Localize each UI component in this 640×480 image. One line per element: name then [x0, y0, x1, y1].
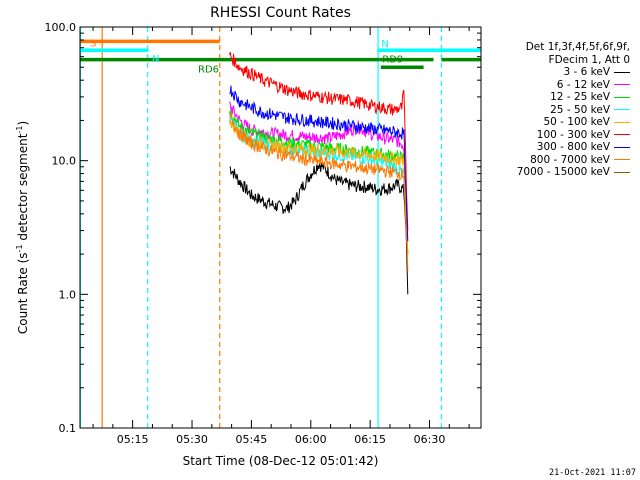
legend-item: 300 - 800 keV [470, 141, 630, 154]
legend-item-label: 3 - 6 keV [563, 66, 610, 78]
y-tick-label-4: 100.0 [45, 21, 77, 34]
legend-item-label: 300 - 800 keV [536, 141, 610, 153]
plot-frame [79, 26, 482, 429]
legend-item: 50 - 100 keV [470, 116, 630, 129]
y-axis-label-part: ) [16, 121, 30, 126]
legend: Det 1f,3f,4f,5f,6f,9f, FDecim 1, Att 0 3… [470, 41, 630, 179]
chart-title: RHESSI Count Rates [210, 5, 351, 21]
legend-item: 100 - 300 keV [470, 129, 630, 142]
legend-item-swatch [614, 134, 630, 136]
series-line-2 [229, 101, 409, 255]
legend-item-label: 50 - 100 keV [543, 116, 610, 128]
y-axis-label-part: detector segment [16, 133, 30, 244]
y-tick-label-2: 1.0 [59, 288, 77, 301]
legend-item-label: 6 - 12 keV [556, 78, 610, 91]
x-tick-label-1: 05:15 [117, 433, 149, 446]
legend-title-line-2: FDecim 1, Att 0 [548, 53, 630, 66]
legend-item: 3 - 6 keV [470, 66, 630, 79]
annotation-label-4: RD6 [198, 65, 219, 76]
legend-item-swatch [614, 146, 630, 148]
x-tick-label-5: 06:15 [354, 433, 386, 446]
x-tick-label-3: 05:45 [236, 433, 268, 446]
legend-item-swatch [614, 71, 630, 73]
footer-date: 21-Oct-2021 11:07 [549, 468, 636, 478]
legend-item-label: 12 - 25 keV [550, 91, 610, 103]
legend-item-swatch [614, 96, 630, 98]
legend-item: 6 - 12 keV [470, 79, 630, 92]
x-axis-label: Start Time (08-Dec-12 05:01:42) [183, 454, 379, 468]
annotation-label-2: N [152, 54, 159, 65]
legend-item: 25 - 50 keV [470, 104, 630, 117]
legend-item-label: 7000 - 15000 keV [516, 166, 610, 178]
annotation-label-3: N [381, 39, 388, 50]
annotation-label-1: S [90, 38, 96, 49]
series-line-5 [229, 119, 409, 255]
y-tick-label-1: 0.1 [59, 422, 77, 435]
legend-item: 800 - 7000 keV [470, 154, 630, 167]
legend-item-swatch [614, 84, 630, 86]
series-line-7 [229, 85, 409, 242]
legend-item-swatch [614, 159, 630, 161]
legend-item-swatch [614, 121, 630, 123]
y-axis-label-superscript: -1 [15, 126, 24, 134]
legend-item-label: 100 - 300 keV [536, 128, 610, 141]
series-line-1 [229, 162, 409, 295]
legend-title-line-1: Det 1f,3f,4f,5f,6f,9f, [525, 41, 630, 53]
legend-item-swatch [614, 109, 630, 111]
annotation-label-5: RD9 [382, 55, 403, 66]
series-line-8 [229, 110, 409, 271]
legend-item: 12 - 25 keV [470, 91, 630, 104]
legend-item-swatch [614, 171, 630, 173]
y-axis-label: Count Rate (s-1 detector segment-1) [15, 121, 30, 334]
series-line-3 [229, 109, 409, 255]
x-tick-label-4: 06:00 [295, 433, 327, 446]
legend-rows: 3 - 6 keV 6 - 12 keV 12 - 25 keV 25 - 50 ke… [470, 66, 630, 179]
legend-item: 7000 - 15000 keV [470, 166, 630, 179]
y-axis-label-part: Count Rate (s [16, 252, 30, 334]
series-line-6 [229, 51, 409, 231]
y-axis-label-superscript: -1 [15, 244, 24, 252]
legend-item-label: 800 - 7000 keV [530, 153, 610, 166]
x-tick-label-6: 06:30 [414, 433, 446, 446]
x-tick-label-2: 05:30 [176, 433, 208, 446]
y-tick-label-3: 10.0 [52, 155, 77, 168]
legend-item-label: 25 - 50 keV [550, 103, 610, 116]
